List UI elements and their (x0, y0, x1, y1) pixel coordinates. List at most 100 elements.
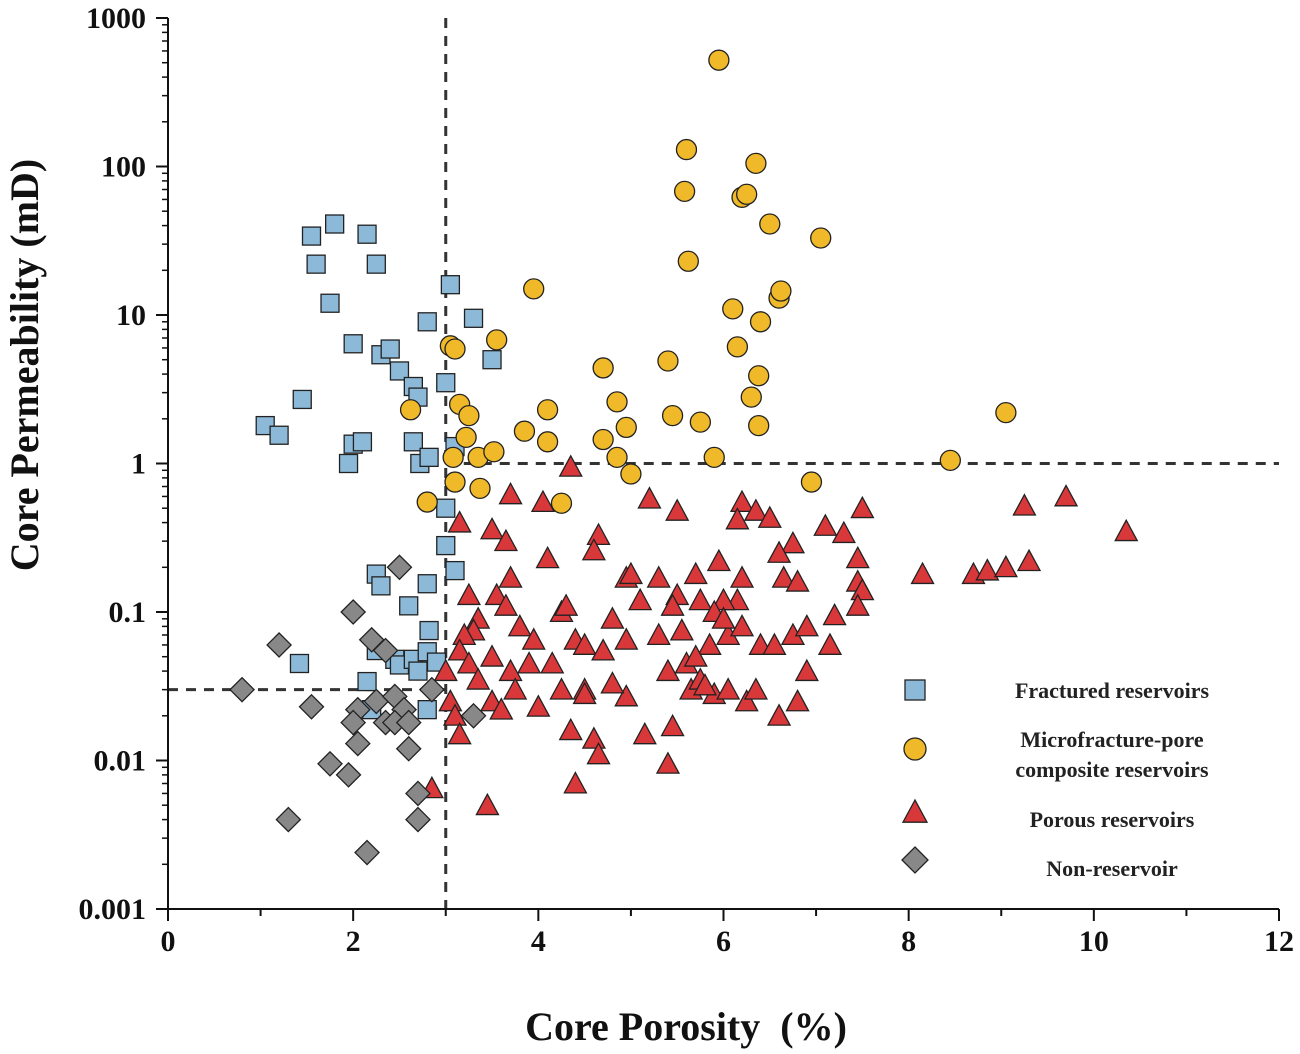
circle-point (444, 471, 466, 493)
x-tick-label: 10 (1079, 925, 1109, 958)
diamond-point (340, 599, 367, 625)
circle-point (748, 365, 770, 387)
circle-point (483, 441, 505, 463)
triangle-point (813, 513, 838, 536)
square-point (436, 535, 456, 556)
circle-point (735, 183, 758, 205)
circle-point (703, 446, 725, 469)
legend-marker-square (904, 679, 926, 701)
triangle-point (1016, 548, 1042, 572)
data-points (229, 49, 1139, 866)
square-point (306, 254, 326, 274)
triangle-point (794, 614, 819, 637)
triangle-point (725, 507, 750, 530)
triangle-point (716, 677, 741, 700)
square-point (357, 224, 377, 244)
legend-label: Non-reservoir (1046, 856, 1178, 881)
triangle-point (540, 651, 565, 674)
series-square (255, 214, 502, 720)
y-axis-title: Core Permeability (mD) (2, 159, 47, 571)
circle-point (458, 405, 480, 427)
square-point (352, 432, 373, 452)
axes: 0 2 4 6 8 10 12 0.001 0.01 0.1 1 10 100 1000 (79, 2, 1295, 958)
triangle-point (433, 658, 458, 682)
diamond-point (405, 806, 431, 833)
triangle-point (558, 454, 583, 477)
triangle-point (817, 632, 843, 655)
diamond-point (266, 632, 293, 658)
square-point (320, 293, 340, 313)
square-point (338, 453, 359, 474)
legend-label: Microfracture-pore (1020, 727, 1203, 752)
x-tick-label: 12 (1264, 925, 1294, 958)
triangle-point (762, 632, 787, 655)
x-tick-label: 2 (346, 925, 361, 958)
series-triangle (419, 454, 1139, 816)
y-tick-label: 1000 (86, 2, 146, 35)
diamond-point (275, 806, 302, 833)
circle-point (536, 399, 559, 421)
triangle-point (646, 622, 671, 646)
circle-point (759, 213, 781, 235)
circle-point (661, 405, 684, 427)
triangle-point (618, 561, 644, 585)
triangle-point (993, 554, 1018, 578)
circle-point (416, 491, 438, 513)
square-point (371, 576, 391, 596)
triangle-point (581, 726, 606, 749)
x-axis-title: Core Porosity (%) (525, 1004, 847, 1049)
circle-point (550, 492, 573, 514)
triangle-point (438, 689, 463, 712)
triangle-point (447, 510, 472, 533)
y-tick-label: 1 (131, 448, 146, 481)
triangle-point (516, 651, 542, 674)
square-point (324, 214, 345, 234)
triangle-point (646, 565, 671, 588)
triangle-point (780, 530, 806, 554)
square-point (343, 334, 363, 354)
circle-point (469, 477, 491, 500)
triangle-point (628, 587, 653, 611)
circle-point (523, 278, 545, 300)
x-tick-label: 8 (901, 925, 916, 958)
triangle-point (498, 565, 523, 588)
circle-point (606, 446, 628, 469)
diamond-point (340, 709, 367, 736)
series-diamond (229, 554, 487, 866)
triangle-point (850, 577, 875, 601)
triangle-point (447, 638, 472, 661)
circle-point (810, 227, 832, 249)
square-point (482, 350, 502, 370)
triangle-point (845, 593, 870, 616)
triangle-point (581, 538, 606, 561)
x-tick-label: 4 (531, 925, 546, 958)
circle-point (399, 399, 422, 421)
triangle-point (655, 751, 681, 774)
circle-point (745, 152, 767, 175)
y-tick-label: 0.001 (79, 893, 147, 926)
triangle-point (456, 651, 481, 674)
legend-item: Non-reservoir (901, 846, 1178, 881)
diamond-point (335, 761, 362, 788)
triangle-point (442, 703, 468, 726)
triangle-point (586, 741, 611, 765)
triangle-point (785, 689, 810, 712)
triangle-point (493, 528, 519, 552)
triangle-point (910, 561, 935, 585)
triangle-point (447, 721, 472, 745)
triangle-point (771, 565, 796, 588)
triangle-point (637, 486, 662, 509)
triangle-point (655, 658, 681, 682)
triangle-point (688, 587, 713, 611)
triangle-point (493, 593, 519, 616)
triangle-point (503, 677, 528, 700)
triangle-point (466, 667, 491, 690)
square-point (366, 254, 386, 274)
triangle-point (456, 582, 481, 606)
triangle-point (734, 689, 759, 712)
circle-point (708, 49, 730, 71)
triangle-point (660, 593, 685, 616)
triangle-point (563, 771, 588, 794)
triangle-point (729, 489, 755, 513)
circle-point (995, 402, 1017, 424)
